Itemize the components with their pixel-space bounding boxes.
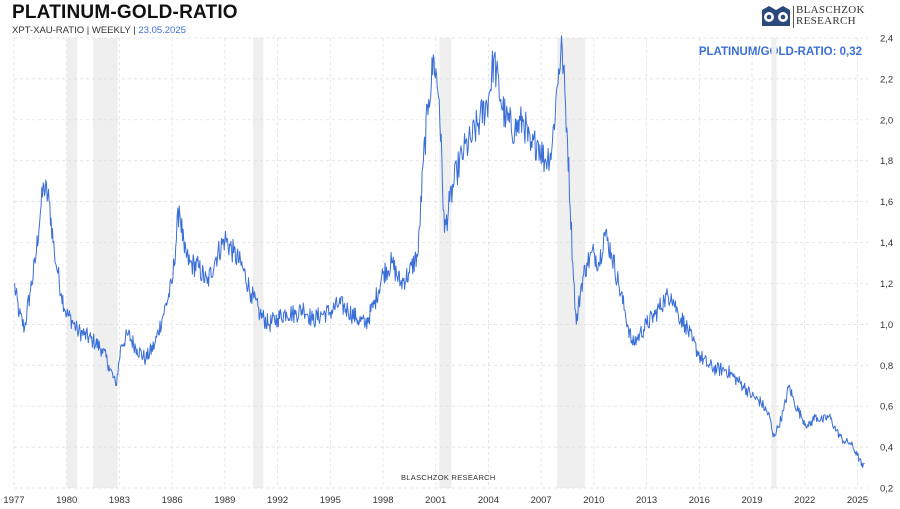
logo-line-2: RESEARCH [796, 15, 856, 27]
recession-band-4 [556, 38, 586, 488]
series-line-platinum-gold [13, 35, 865, 468]
x-tick-label: 2010 [583, 495, 604, 506]
watermark: BLASCHZOK RESEARCH [401, 473, 496, 482]
y-axis: 0,2 0,4 0,6 0,8 1,0 1,2 1,4 1,6 1,8 2,0 2,2 2,4 [880, 34, 893, 495]
subtitle-date: 23.05.2025 [138, 25, 186, 36]
recession-band-1 [93, 38, 118, 488]
y-tick-label: 2,4 [880, 34, 893, 45]
logo-divider [793, 6, 794, 28]
current-value-readout: PLATINUM/GOLD-RATIO: 0,32 [698, 46, 862, 58]
brand-logo: BLASCHZOK RESEARCH [760, 4, 900, 34]
x-tick-label: 1995 [320, 495, 341, 506]
recession-shading-group [66, 38, 777, 488]
x-tick-label: 1986 [162, 495, 183, 506]
x-tick-label: 2025 [847, 495, 868, 506]
x-tick-label: 1980 [56, 495, 77, 506]
x-tick-label: 2013 [636, 495, 657, 506]
x-tick-label: 2007 [531, 495, 552, 506]
y-tick-label: 0,6 [880, 402, 893, 413]
x-tick-label: 1989 [214, 495, 235, 506]
logo-text: BLASCHZOK RESEARCH [796, 5, 865, 27]
y-tick-label: 1,4 [880, 238, 893, 249]
recession-band-2 [252, 38, 264, 488]
x-axis: 1977 1980 1983 1986 1989 1992 1995 1998 2001 2004… [3, 495, 868, 506]
y-tick-label: 1,2 [880, 279, 893, 290]
x-tick-label: 2016 [689, 495, 710, 506]
chart-subtitle: XPT-XAU-RATIO | WEEKLY | 23.05.2025 [12, 25, 186, 36]
y-tick-label: 0,2 [880, 484, 893, 495]
owl-icon [762, 6, 790, 26]
y-tick-label: 1,0 [880, 320, 893, 331]
y-tick-label: 1,8 [880, 156, 893, 167]
y-tick-label: 2,2 [880, 74, 893, 85]
x-tick-label: 1992 [267, 495, 288, 506]
logo-line-1: BLASCHZOK [796, 4, 865, 16]
subtitle-series: XPT-XAU-RATIO | WEEKLY | [12, 25, 136, 36]
y-tick-label: 1,6 [880, 197, 893, 208]
y-tick-label: 0,8 [880, 361, 893, 372]
chart-title: PLATINUM-GOLD-RATIO [12, 2, 238, 23]
y-tick-label: 0,4 [880, 443, 893, 454]
x-tick-label: 1998 [372, 495, 393, 506]
x-tick-label: 1983 [109, 495, 130, 506]
recession-band-3 [439, 38, 452, 488]
x-tick-label: 2022 [794, 495, 815, 506]
x-tick-label: 2004 [478, 495, 499, 506]
recession-band-0 [66, 38, 78, 488]
x-tick-label: 2001 [425, 495, 446, 506]
grid-lines [13, 37, 868, 489]
recession-band-5 [771, 38, 777, 488]
x-tick-label: 2019 [741, 495, 762, 506]
y-tick-label: 2,0 [880, 115, 893, 126]
x-tick-label: 1977 [3, 495, 24, 506]
